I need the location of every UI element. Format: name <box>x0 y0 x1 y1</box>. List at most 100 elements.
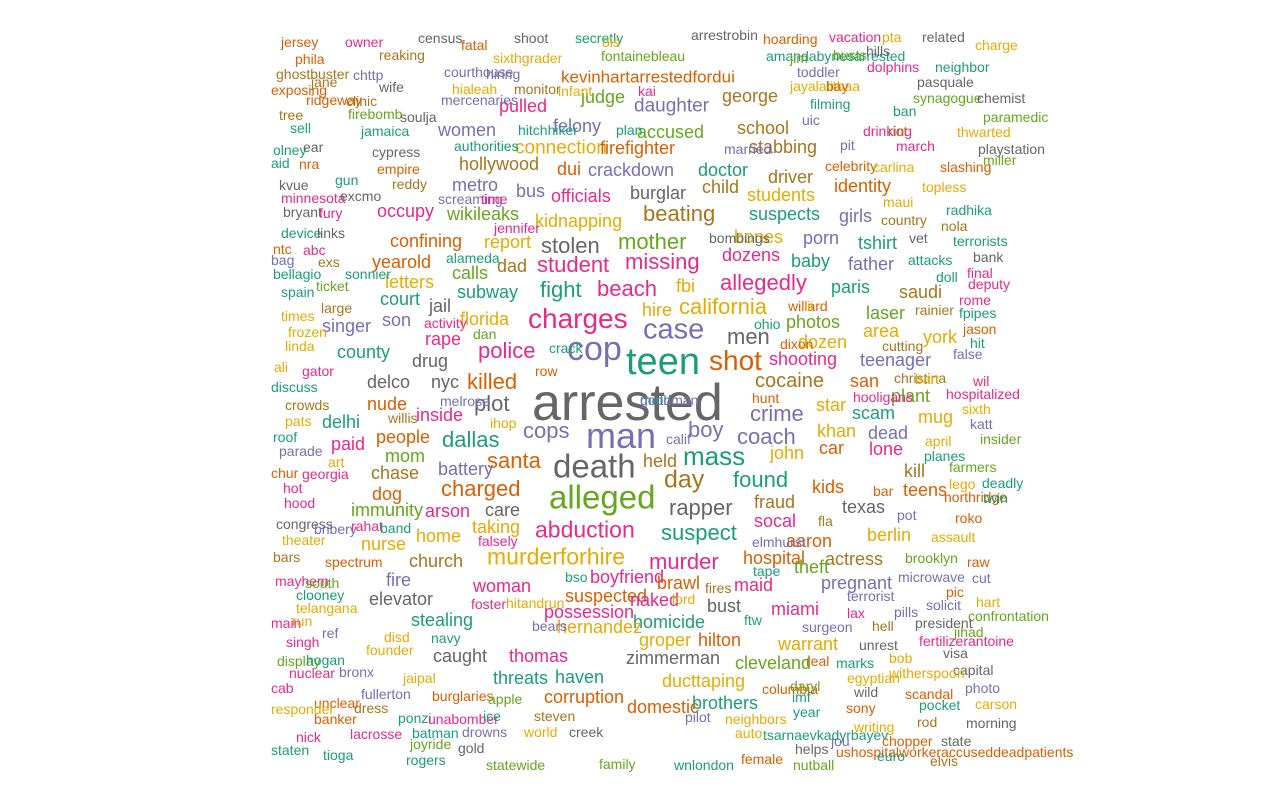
word-cloud-word: responder <box>271 701 335 717</box>
word-cloud-word: columbia <box>762 681 819 697</box>
word-cloud-word: rome <box>959 292 991 308</box>
word-cloud-word: jennifer <box>494 220 540 236</box>
word-cloud-word: bombings <box>709 230 770 246</box>
word-cloud-word: charges <box>528 303 628 334</box>
word-cloud-word: pills <box>894 604 919 620</box>
word-cloud-word: hitandrun <box>506 595 565 611</box>
word-cloud-word: girls <box>839 206 873 226</box>
word-cloud-word: cut <box>972 570 991 586</box>
word-cloud-word: kidnapping <box>535 211 623 231</box>
word-cloud-word: assault <box>931 529 976 545</box>
word-cloud-word: disd <box>384 629 410 645</box>
word-cloud-word: olney <box>273 142 307 158</box>
word-cloud-word: census <box>418 30 463 46</box>
word-cloud-word: bob <box>889 650 913 666</box>
word-cloud-word: band <box>380 520 412 536</box>
word-cloud-word: kids <box>812 477 845 497</box>
word-cloud-word: hialeah <box>452 81 498 97</box>
word-cloud-word: thomas <box>509 646 569 666</box>
word-cloud-word: foster <box>471 596 507 612</box>
word-cloud-word: shooting <box>769 349 838 369</box>
word-cloud-word: slashing <box>940 159 992 175</box>
word-cloud-word: student <box>537 252 610 277</box>
word-cloud-word: katt <box>970 416 993 432</box>
word-cloud-word: singer <box>322 316 372 336</box>
word-cloud-word: south <box>305 575 340 591</box>
word-cloud-word: synagogue <box>913 90 982 106</box>
word-cloud-word: infant <box>558 83 593 99</box>
word-cloud-word: rainier <box>915 302 954 318</box>
word-cloud-word: nyc <box>431 372 460 392</box>
word-cloud-word: khan <box>817 421 857 441</box>
word-cloud-word: stabbing <box>749 137 818 157</box>
word-cloud-word: firebomb <box>348 106 403 122</box>
word-cloud-word: metro <box>452 175 499 195</box>
word-cloud-word: cocaine <box>755 370 824 392</box>
word-cloud-word: report <box>484 232 532 252</box>
word-cloud-word: euro <box>877 748 906 764</box>
word-cloud-word: delhi <box>322 412 361 432</box>
word-cloud-word: visa <box>943 645 968 661</box>
word-cloud-word: crack <box>549 340 583 356</box>
word-cloud-word: ref <box>322 625 339 641</box>
word-cloud-word: filming <box>810 96 851 112</box>
word-cloud-word: lacrosse <box>350 726 403 742</box>
word-cloud-word: laser <box>866 303 906 323</box>
word-cloud-word: rod <box>917 714 938 730</box>
word-cloud-word: paid <box>331 434 366 454</box>
word-cloud-word: boyfriend <box>590 567 665 587</box>
word-cloud-word: fpipes <box>959 305 997 321</box>
word-cloud-word: zimmerman <box>626 648 721 668</box>
word-cloud-word: suspected <box>565 586 648 606</box>
word-cloud-word: statewide <box>486 757 546 773</box>
word-cloud-word: mercenaries <box>441 92 519 108</box>
word-cloud-word: pic <box>946 584 964 600</box>
word-cloud-word: row <box>535 363 558 379</box>
word-cloud-word: rape <box>425 329 462 349</box>
word-cloud-word: sixth <box>962 401 991 417</box>
word-cloud-word: saudi <box>899 282 943 302</box>
word-cloud-word: ear <box>303 139 324 155</box>
word-cloud-word: paris <box>831 277 871 297</box>
word-cloud-word: occupy <box>377 201 435 221</box>
word-cloud-word: son <box>382 310 412 330</box>
word-cloud-word: john <box>770 443 805 463</box>
word-cloud-word: alameda <box>446 250 500 266</box>
word-cloud-word: women <box>438 120 497 140</box>
word-cloud-word: times <box>281 308 315 324</box>
word-cloud-word: burglar <box>630 183 687 203</box>
word-cloud-word: founder <box>366 642 414 658</box>
word-cloud-word: courthouse <box>444 64 514 80</box>
word-cloud-word: care <box>485 500 521 520</box>
word-cloud-word: pulled <box>499 96 548 116</box>
word-cloud-word: identity <box>834 176 892 196</box>
word-cloud-word: dead <box>868 423 909 443</box>
word-cloud-word: chttp <box>353 67 384 83</box>
word-cloud-word: wil <box>973 373 990 389</box>
word-cloud-word: female <box>741 751 784 767</box>
word-cloud-word: monitor <box>514 81 561 97</box>
word-cloud-word: jayalalithaa <box>790 78 861 94</box>
word-cloud-word: toddler <box>797 64 840 80</box>
word-cloud-word: authorities <box>454 138 519 154</box>
word-cloud-word: pregnant <box>821 573 893 593</box>
word-cloud-word: berlin <box>867 525 912 545</box>
word-cloud-word: santa <box>487 448 541 473</box>
word-cloud-word: dozens <box>722 245 781 265</box>
word-cloud-word: photos <box>786 312 841 332</box>
word-cloud-word: capital <box>953 662 994 678</box>
word-cloud-word: woman <box>473 576 532 596</box>
word-cloud-word: calif <box>666 431 691 447</box>
word-cloud-word: march <box>896 138 935 154</box>
word-cloud-word: dog <box>372 484 403 504</box>
word-cloud-word: fatal <box>461 37 488 53</box>
word-cloud-word: hire <box>642 300 673 320</box>
word-cloud-word: jihad <box>954 624 984 640</box>
word-cloud-word: home <box>416 526 462 546</box>
word-cloud-word: neighbors <box>725 711 787 727</box>
word-cloud-word: time <box>481 191 508 207</box>
word-cloud-word: wnlondon <box>674 757 734 773</box>
word-cloud-word: willard <box>788 298 828 314</box>
word-cloud-word: microwave <box>898 569 965 585</box>
word-cloud-word: hiring <box>486 66 521 82</box>
